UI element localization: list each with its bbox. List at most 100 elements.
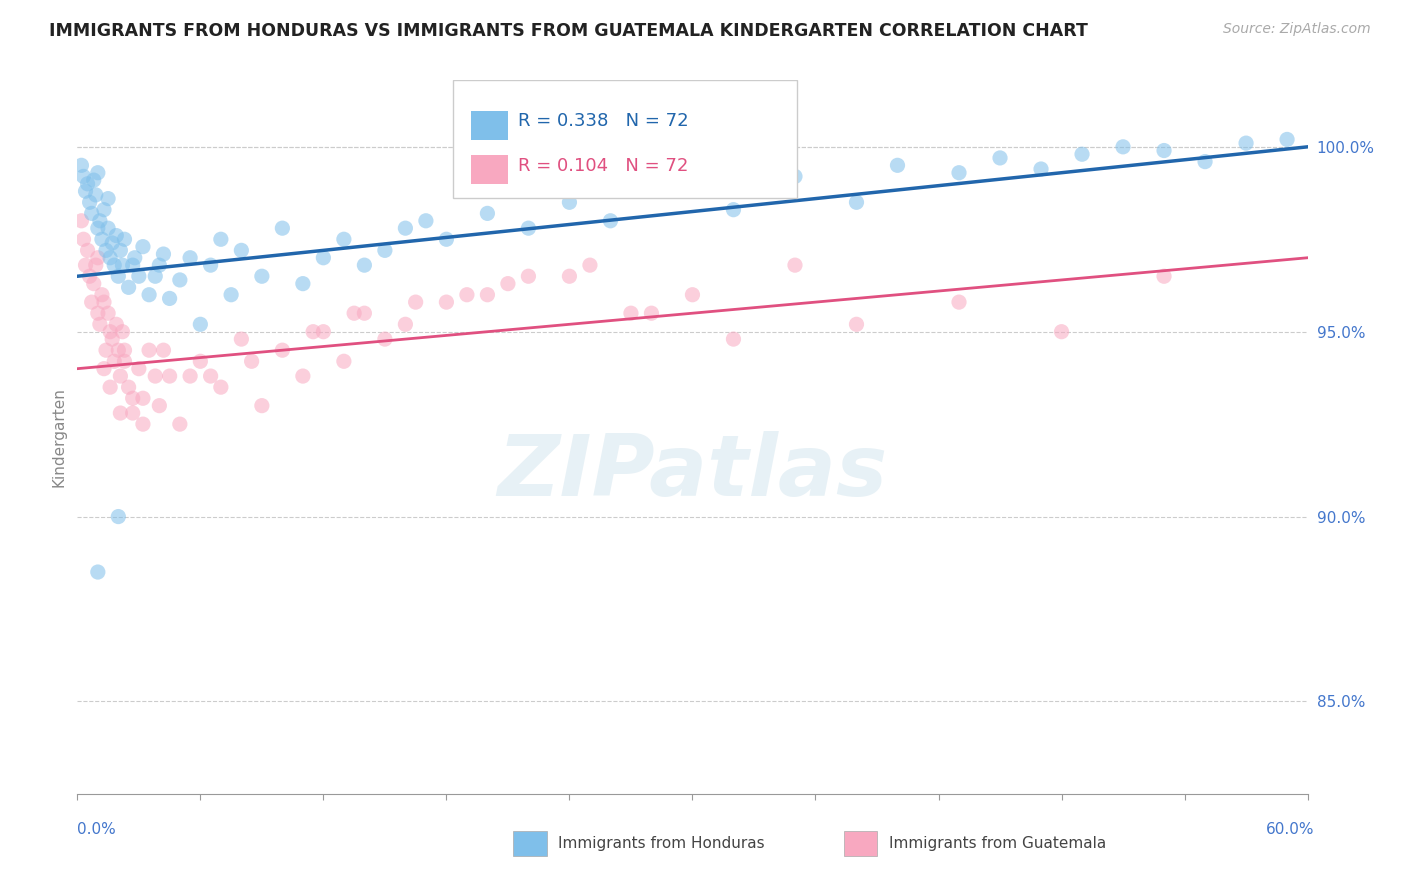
Point [188, 318, 212, 332]
Point [76, 244, 98, 258]
Point [723, 332, 745, 346]
Point [415, 214, 437, 228]
Point [103, 258, 125, 272]
Point [87, 565, 110, 579]
Point [343, 306, 366, 320]
Text: Source: ZipAtlas.com: Source: ZipAtlas.com [1223, 22, 1371, 37]
Point [111, 325, 134, 339]
Point [374, 244, 396, 258]
Point [312, 251, 335, 265]
Point [517, 269, 540, 284]
Point [72, 169, 94, 184]
Point [291, 277, 314, 291]
Point [723, 202, 745, 217]
Point [143, 369, 166, 384]
Point [436, 232, 458, 246]
Point [394, 318, 416, 332]
Bar [471, 155, 508, 184]
Point [1071, 147, 1094, 161]
Point [114, 232, 136, 246]
Point [159, 292, 181, 306]
Point [97, 192, 120, 206]
Point [101, 235, 124, 250]
Point [132, 417, 155, 431]
Point [302, 325, 325, 339]
Point [948, 166, 970, 180]
Point [110, 406, 132, 420]
Point [477, 206, 499, 220]
Point [231, 244, 253, 258]
Point [110, 369, 132, 384]
Point [271, 343, 294, 358]
Point [80, 295, 103, 310]
Point [138, 287, 160, 301]
Text: 0.0%: 0.0% [77, 822, 117, 837]
Point [783, 169, 806, 184]
Point [75, 184, 97, 198]
Point [1194, 154, 1216, 169]
Point [105, 318, 128, 332]
Point [845, 318, 868, 332]
Point [845, 195, 868, 210]
Point [107, 269, 129, 284]
Point [76, 177, 98, 191]
Point [98, 251, 121, 265]
Point [93, 202, 115, 217]
Point [89, 214, 111, 228]
Point [138, 343, 160, 358]
Point [83, 277, 105, 291]
Point [599, 214, 621, 228]
Point [209, 380, 232, 394]
Point [477, 287, 499, 301]
Point [231, 332, 253, 346]
Point [148, 258, 170, 272]
Point [169, 273, 191, 287]
Point [436, 295, 458, 310]
Point [111, 258, 134, 272]
Point [394, 221, 416, 235]
Point [105, 228, 128, 243]
Point [886, 158, 908, 172]
Point [948, 295, 970, 310]
Point [132, 391, 155, 405]
Point [456, 287, 478, 301]
Point [117, 380, 139, 394]
Point [110, 244, 132, 258]
Text: Immigrants from Guatemala: Immigrants from Guatemala [889, 837, 1107, 851]
Point [1029, 161, 1052, 176]
Point [148, 399, 170, 413]
Text: R = 0.104   N = 72: R = 0.104 N = 72 [517, 157, 688, 175]
Point [558, 195, 581, 210]
Y-axis label: Kindergarten: Kindergarten [51, 387, 66, 487]
Point [783, 258, 806, 272]
Point [70, 214, 93, 228]
Point [152, 247, 174, 261]
Point [80, 206, 103, 220]
Text: IMMIGRANTS FROM HONDURAS VS IMMIGRANTS FROM GUATEMALA KINDERGARTEN CORRELATION C: IMMIGRANTS FROM HONDURAS VS IMMIGRANTS F… [49, 22, 1088, 40]
Point [640, 184, 662, 198]
Point [496, 277, 519, 291]
Point [70, 158, 93, 172]
Point [87, 221, 110, 235]
Point [1275, 132, 1298, 146]
Text: 60.0%: 60.0% [1267, 822, 1315, 837]
Point [682, 287, 704, 301]
Point [121, 391, 143, 405]
Point [143, 269, 166, 284]
Point [79, 269, 101, 284]
Text: ZIPatlas: ZIPatlas [498, 431, 887, 515]
Point [94, 343, 117, 358]
Point [271, 221, 294, 235]
Point [90, 287, 114, 301]
Point [250, 269, 273, 284]
Point [620, 306, 643, 320]
Point [94, 244, 117, 258]
Point [682, 177, 704, 191]
Point [121, 406, 143, 420]
Bar [513, 831, 547, 856]
Point [291, 369, 314, 384]
Point [169, 417, 191, 431]
Point [159, 369, 181, 384]
Point [87, 166, 110, 180]
Point [353, 306, 375, 320]
